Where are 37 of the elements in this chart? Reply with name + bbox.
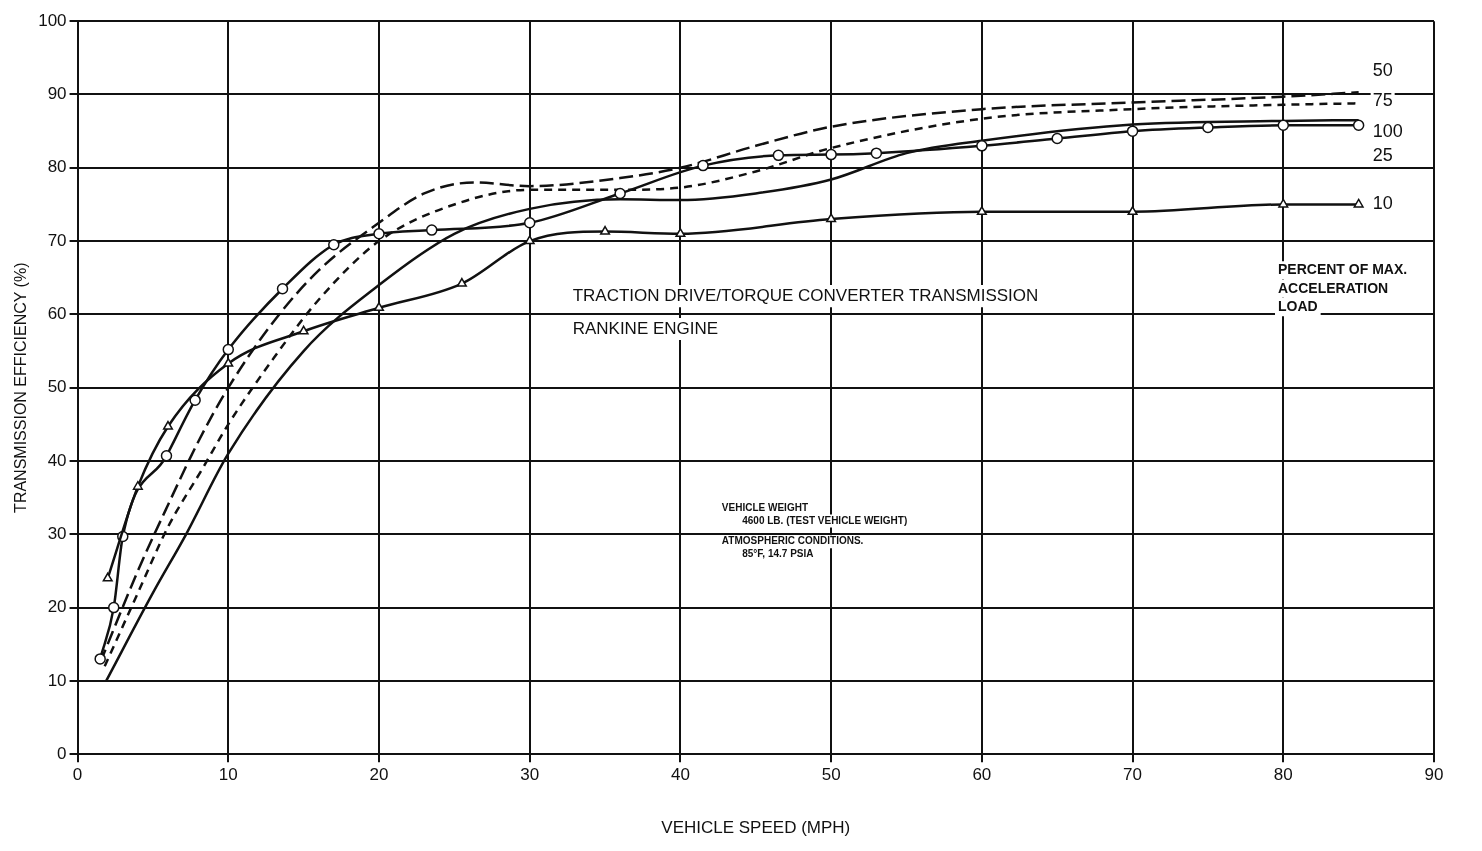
annotation: ACCELERATION [1278,279,1389,296]
x-tick-label: 20 [369,765,389,785]
y-tick-label: 100 [38,10,67,30]
y-tick-label: 40 [47,450,67,470]
y-tick-label: 30 [47,523,67,543]
x-tick-label: 70 [1123,765,1143,785]
x-tick-label: 30 [520,765,540,785]
series-label: 25 [1372,145,1393,166]
x-tick-label: 40 [670,765,690,785]
annotation: 85°F, 14.7 PSIA [742,547,814,559]
annotation: ATMOSPHERIC CONDITIONS. [721,535,864,547]
y-tick-label: 80 [47,157,67,177]
annotation: TRACTION DRIVE/TORQUE CONVERTER TRANSMISSION [572,285,1039,305]
x-tick-label: 50 [821,765,841,785]
x-tick-label: 90 [1424,765,1444,785]
annotation: PERCENT OF MAX. [1278,261,1408,278]
annotation: VEHICLE WEIGHT [721,502,808,514]
y-tick-label: 90 [47,84,67,104]
series-label: 100 [1372,121,1403,142]
y-tick-label: 60 [47,304,67,324]
series-label: 75 [1372,90,1393,111]
x-tick-label: 60 [972,765,992,785]
y-tick-label: 50 [47,377,67,397]
y-axis-title: TRANSMISSION EFFICIENCY (%) [12,262,30,513]
x-tick-label: 80 [1273,765,1293,785]
y-tick-label: 0 [57,743,67,763]
y-tick-label: 20 [47,597,67,617]
series-label: 50 [1372,60,1393,81]
annotation: RANKINE ENGINE [572,318,719,338]
x-tick-label: 10 [218,765,238,785]
y-tick-label: 10 [47,670,67,690]
annotation: 4600 LB. (TEST VEHICLE WEIGHT) [742,514,908,526]
x-tick-label: 0 [72,765,83,785]
y-tick-label: 70 [47,230,67,250]
series-label: 10 [1372,193,1393,214]
x-axis-title: VEHICLE SPEED (MPH) [661,818,851,838]
annotation: LOAD [1278,297,1318,314]
